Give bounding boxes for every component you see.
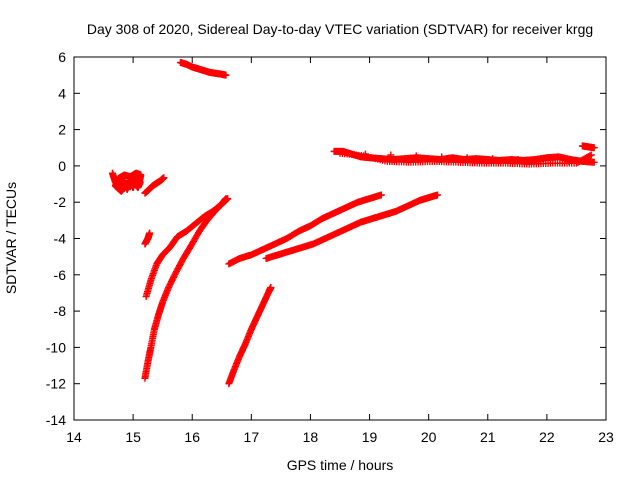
y-tick-label: -2: [54, 194, 67, 210]
satellite-arc-3: [141, 229, 154, 248]
data-point: [267, 284, 275, 292]
x-tick-label: 21: [480, 429, 496, 445]
y-tick-label: 6: [58, 49, 66, 65]
data-point: [412, 152, 420, 160]
data-point: [387, 151, 395, 159]
satellite-arc-9: [225, 284, 275, 388]
x-tick-label: 22: [539, 429, 555, 445]
y-tick-label: -8: [54, 303, 67, 319]
y-tick-label: 0: [58, 158, 66, 174]
x-tick-label: 16: [184, 429, 200, 445]
x-tick-label: 19: [362, 429, 378, 445]
satellite-arc-10: [330, 147, 598, 168]
x-tick-label: 20: [421, 429, 437, 445]
axis-ticks: 14 15 16 17 18 19 20 21 22 23 -14 -12 -10 -8 -6 -4 -2 0 2 4…: [46, 49, 614, 445]
x-tick-label: 14: [66, 429, 82, 445]
plot-frame: [73, 56, 607, 421]
y-tick-label: 4: [58, 85, 66, 101]
x-tick-label: 17: [244, 429, 260, 445]
satellite-arc-1: [108, 169, 145, 195]
y-tick-label: -14: [46, 412, 66, 428]
satellite-arc-5: [141, 195, 232, 382]
y-tick-label: -12: [46, 376, 66, 392]
y-tick-label: -10: [46, 339, 66, 355]
data-point: [434, 191, 442, 199]
x-tick-label: 15: [125, 429, 141, 445]
data-point: [590, 144, 598, 152]
data-point: [146, 229, 154, 237]
y-axis-label: SDTVAR / TECUs: [3, 182, 19, 294]
satellite-arc-6: [176, 58, 230, 79]
data-point: [377, 191, 385, 199]
y-tick-label: 2: [58, 122, 66, 138]
data-point: [224, 195, 232, 203]
data-point: [222, 71, 230, 79]
data-point: [590, 158, 598, 166]
satellite-arc-11: [578, 142, 598, 152]
x-tick-label: 18: [303, 429, 319, 445]
x-tick-label: 23: [598, 429, 614, 445]
data-point: [489, 155, 497, 163]
data-points: [108, 58, 598, 388]
satellite-arc-7: [225, 191, 385, 268]
chart-title: Day 308 of 2020, Sidereal Day-to-day VTE…: [87, 21, 593, 37]
x-axis-label: GPS time / hours: [287, 457, 394, 473]
y-tick-label: -6: [54, 267, 67, 283]
data-point: [136, 178, 144, 186]
y-tick-label: -4: [54, 231, 67, 247]
satellite-arc-8: [262, 191, 442, 262]
data-point: [160, 174, 168, 182]
data-point: [587, 151, 595, 159]
data-point: [586, 152, 594, 160]
satellite-arc-2: [141, 174, 168, 197]
